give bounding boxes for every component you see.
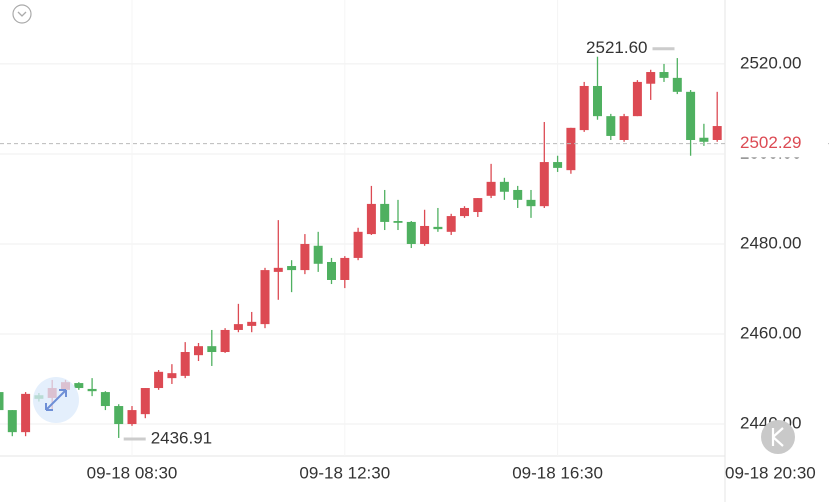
candle-body (460, 207, 469, 217)
candle-body (420, 225, 430, 244)
expand-arrows (45, 389, 67, 411)
last-price-label: 2502.29 (740, 133, 801, 152)
candle-body (140, 388, 150, 415)
candle-body (539, 162, 549, 207)
candle-body (593, 85, 602, 117)
candle-body (672, 77, 682, 92)
candle-body (127, 410, 137, 425)
collapse-circle (12, 4, 32, 24)
candle-body (0, 392, 4, 411)
candle-body (526, 199, 536, 207)
expand-button[interactable] (33, 377, 79, 423)
candle-body (366, 203, 376, 235)
candle-body (393, 221, 403, 223)
last-price-box (728, 129, 828, 158)
candle-body (473, 198, 483, 213)
candle-body (233, 324, 243, 330)
candle-body (287, 266, 297, 271)
candle-body (260, 270, 270, 325)
candle-body (646, 72, 656, 84)
candle-body (154, 371, 164, 389)
y-tick-label: 2480.00 (740, 233, 801, 252)
candle-body (486, 181, 496, 196)
candle-body (340, 257, 350, 280)
candle-body (446, 216, 456, 232)
candle-body (699, 137, 709, 142)
candle-body (7, 410, 17, 433)
candle-body (207, 346, 217, 353)
candle-body (21, 393, 31, 433)
candle-body (167, 373, 177, 379)
candle-body (380, 203, 390, 222)
max-label: 2521.60 (586, 38, 647, 57)
candle-body (566, 127, 576, 171)
kline-circle (761, 420, 795, 454)
candle-body (300, 243, 310, 271)
candle-body (433, 226, 443, 230)
candle-body (406, 221, 416, 244)
x-tick-label: 09-18 12:30 (299, 463, 390, 482)
candle-body (87, 388, 97, 392)
x-tick-label: 09-18 08:30 (87, 463, 178, 482)
x-tick-label: 09-18 20:30 (725, 463, 816, 482)
chevron (17, 11, 27, 17)
candle-body (632, 81, 642, 117)
candle-body (194, 346, 203, 356)
candle-body (659, 72, 669, 78)
candle-body (579, 85, 589, 131)
candle-body (313, 245, 323, 264)
candle-body (327, 261, 336, 280)
candle-body (114, 406, 124, 425)
y-tick-label: 2520.00 (740, 53, 801, 72)
candle-body (513, 189, 523, 200)
candle-body (353, 231, 363, 258)
min-label: 2436.91 (151, 428, 212, 447)
kline-button[interactable] (761, 420, 795, 454)
candle-body (180, 352, 190, 376)
candle-body (553, 162, 563, 168)
candle-body (606, 116, 616, 136)
labels: 2440.002460.002480.002500.002520.0009-18… (0, 38, 829, 482)
candle-body (499, 181, 509, 192)
candle-body (220, 329, 230, 353)
collapse-button[interactable] (12, 4, 32, 24)
x-tick-label: 09-18 16:30 (512, 463, 603, 482)
candle-body (273, 267, 283, 272)
candle-body (100, 392, 110, 407)
candles (0, 56, 722, 438)
y-tick-label: 2460.00 (740, 323, 801, 342)
kline-icon (771, 427, 784, 447)
candle-body (74, 383, 84, 389)
candle-body (686, 91, 696, 140)
candle-body (247, 321, 257, 326)
candle-body (712, 126, 722, 140)
candle-body (619, 116, 629, 140)
